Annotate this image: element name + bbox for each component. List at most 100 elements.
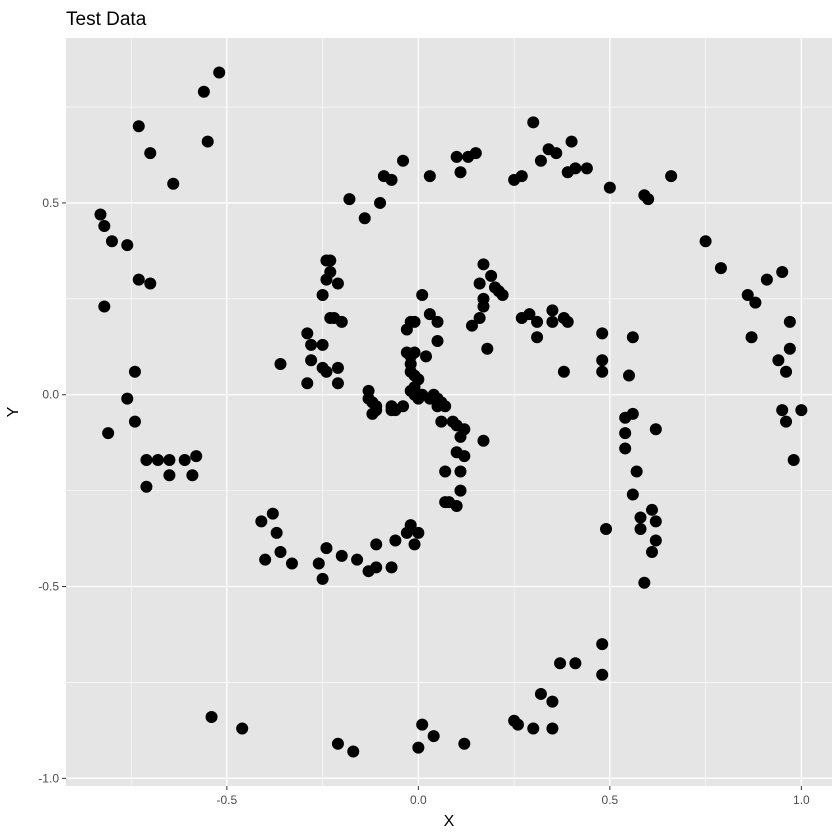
data-point bbox=[205, 710, 218, 723]
data-point bbox=[454, 166, 467, 179]
data-point bbox=[316, 361, 329, 374]
data-point bbox=[397, 400, 410, 413]
data-point bbox=[596, 638, 609, 651]
data-point bbox=[638, 189, 651, 202]
data-point bbox=[331, 361, 344, 374]
data-points bbox=[94, 66, 808, 758]
data-point bbox=[140, 480, 153, 493]
x-axis-title: X bbox=[444, 813, 455, 830]
data-point bbox=[596, 365, 609, 378]
data-point bbox=[745, 331, 758, 344]
data-point bbox=[408, 315, 421, 328]
data-point bbox=[596, 354, 609, 367]
data-point bbox=[527, 722, 540, 735]
minor-gridlines bbox=[66, 38, 832, 786]
data-point bbox=[523, 308, 536, 321]
major-gridlines bbox=[66, 38, 832, 786]
data-point bbox=[105, 235, 118, 248]
data-point bbox=[473, 312, 486, 325]
data-point bbox=[420, 350, 433, 363]
data-point bbox=[285, 557, 298, 570]
data-point bbox=[780, 415, 793, 428]
data-point bbox=[305, 354, 318, 367]
data-point bbox=[423, 308, 436, 321]
data-point bbox=[638, 576, 651, 589]
data-point bbox=[128, 415, 141, 428]
plot-panel bbox=[66, 38, 832, 786]
data-point bbox=[527, 116, 540, 129]
data-point bbox=[634, 522, 647, 535]
data-point bbox=[439, 400, 452, 413]
data-point bbox=[546, 722, 559, 735]
y-tick-label: 0.5 bbox=[42, 196, 59, 210]
y-axis-title: Y bbox=[5, 406, 22, 417]
data-point bbox=[404, 519, 417, 532]
y-tick-label: -0.5 bbox=[38, 580, 59, 594]
data-point bbox=[645, 546, 658, 559]
data-point bbox=[335, 549, 348, 562]
data-point bbox=[132, 120, 145, 133]
data-point bbox=[458, 737, 471, 750]
data-point bbox=[649, 534, 662, 547]
data-point bbox=[454, 465, 467, 478]
data-point bbox=[600, 522, 613, 535]
data-point bbox=[347, 745, 360, 758]
x-tick-label: 1.0 bbox=[793, 793, 810, 807]
data-point bbox=[408, 538, 421, 551]
data-point bbox=[454, 484, 467, 497]
data-point bbox=[416, 289, 429, 302]
data-point bbox=[370, 538, 383, 551]
data-point bbox=[358, 212, 371, 225]
data-point bbox=[776, 404, 789, 417]
data-point bbox=[787, 453, 800, 466]
data-point bbox=[546, 695, 559, 708]
data-point bbox=[557, 365, 570, 378]
data-point bbox=[408, 346, 421, 359]
data-point bbox=[626, 331, 639, 344]
data-point bbox=[197, 85, 210, 98]
data-point bbox=[596, 327, 609, 340]
data-point bbox=[665, 170, 678, 183]
data-point bbox=[795, 404, 808, 417]
data-point bbox=[485, 269, 498, 282]
data-point bbox=[374, 196, 387, 209]
data-point bbox=[783, 342, 796, 355]
data-point bbox=[94, 208, 107, 221]
data-point bbox=[186, 469, 199, 482]
data-point bbox=[749, 296, 762, 309]
data-point bbox=[140, 453, 153, 466]
data-point bbox=[458, 450, 471, 463]
data-point bbox=[531, 331, 544, 344]
data-point bbox=[626, 407, 639, 420]
data-point bbox=[412, 526, 425, 539]
data-point bbox=[102, 427, 115, 440]
data-point bbox=[580, 162, 593, 175]
data-point bbox=[163, 469, 176, 482]
data-point bbox=[550, 147, 563, 160]
data-point bbox=[477, 292, 490, 305]
data-point bbox=[569, 162, 582, 175]
data-point bbox=[435, 415, 448, 428]
data-point bbox=[324, 254, 337, 267]
y-axis: -1.0 -0.5 0.0 0.5 bbox=[38, 196, 66, 785]
data-point bbox=[477, 258, 490, 271]
data-point bbox=[190, 450, 203, 463]
data-point bbox=[511, 718, 524, 731]
data-point bbox=[780, 365, 793, 378]
data-point bbox=[316, 289, 329, 302]
data-point bbox=[760, 273, 773, 286]
data-point bbox=[450, 499, 463, 512]
data-point bbox=[128, 365, 141, 378]
data-point bbox=[649, 423, 662, 436]
data-point bbox=[603, 181, 616, 194]
data-point bbox=[569, 657, 582, 670]
data-point bbox=[431, 315, 444, 328]
data-point bbox=[439, 465, 452, 478]
data-point bbox=[343, 193, 356, 206]
data-point bbox=[596, 668, 609, 681]
data-point bbox=[255, 515, 268, 528]
data-point bbox=[473, 277, 486, 290]
data-point bbox=[335, 315, 348, 328]
data-point bbox=[741, 289, 754, 302]
